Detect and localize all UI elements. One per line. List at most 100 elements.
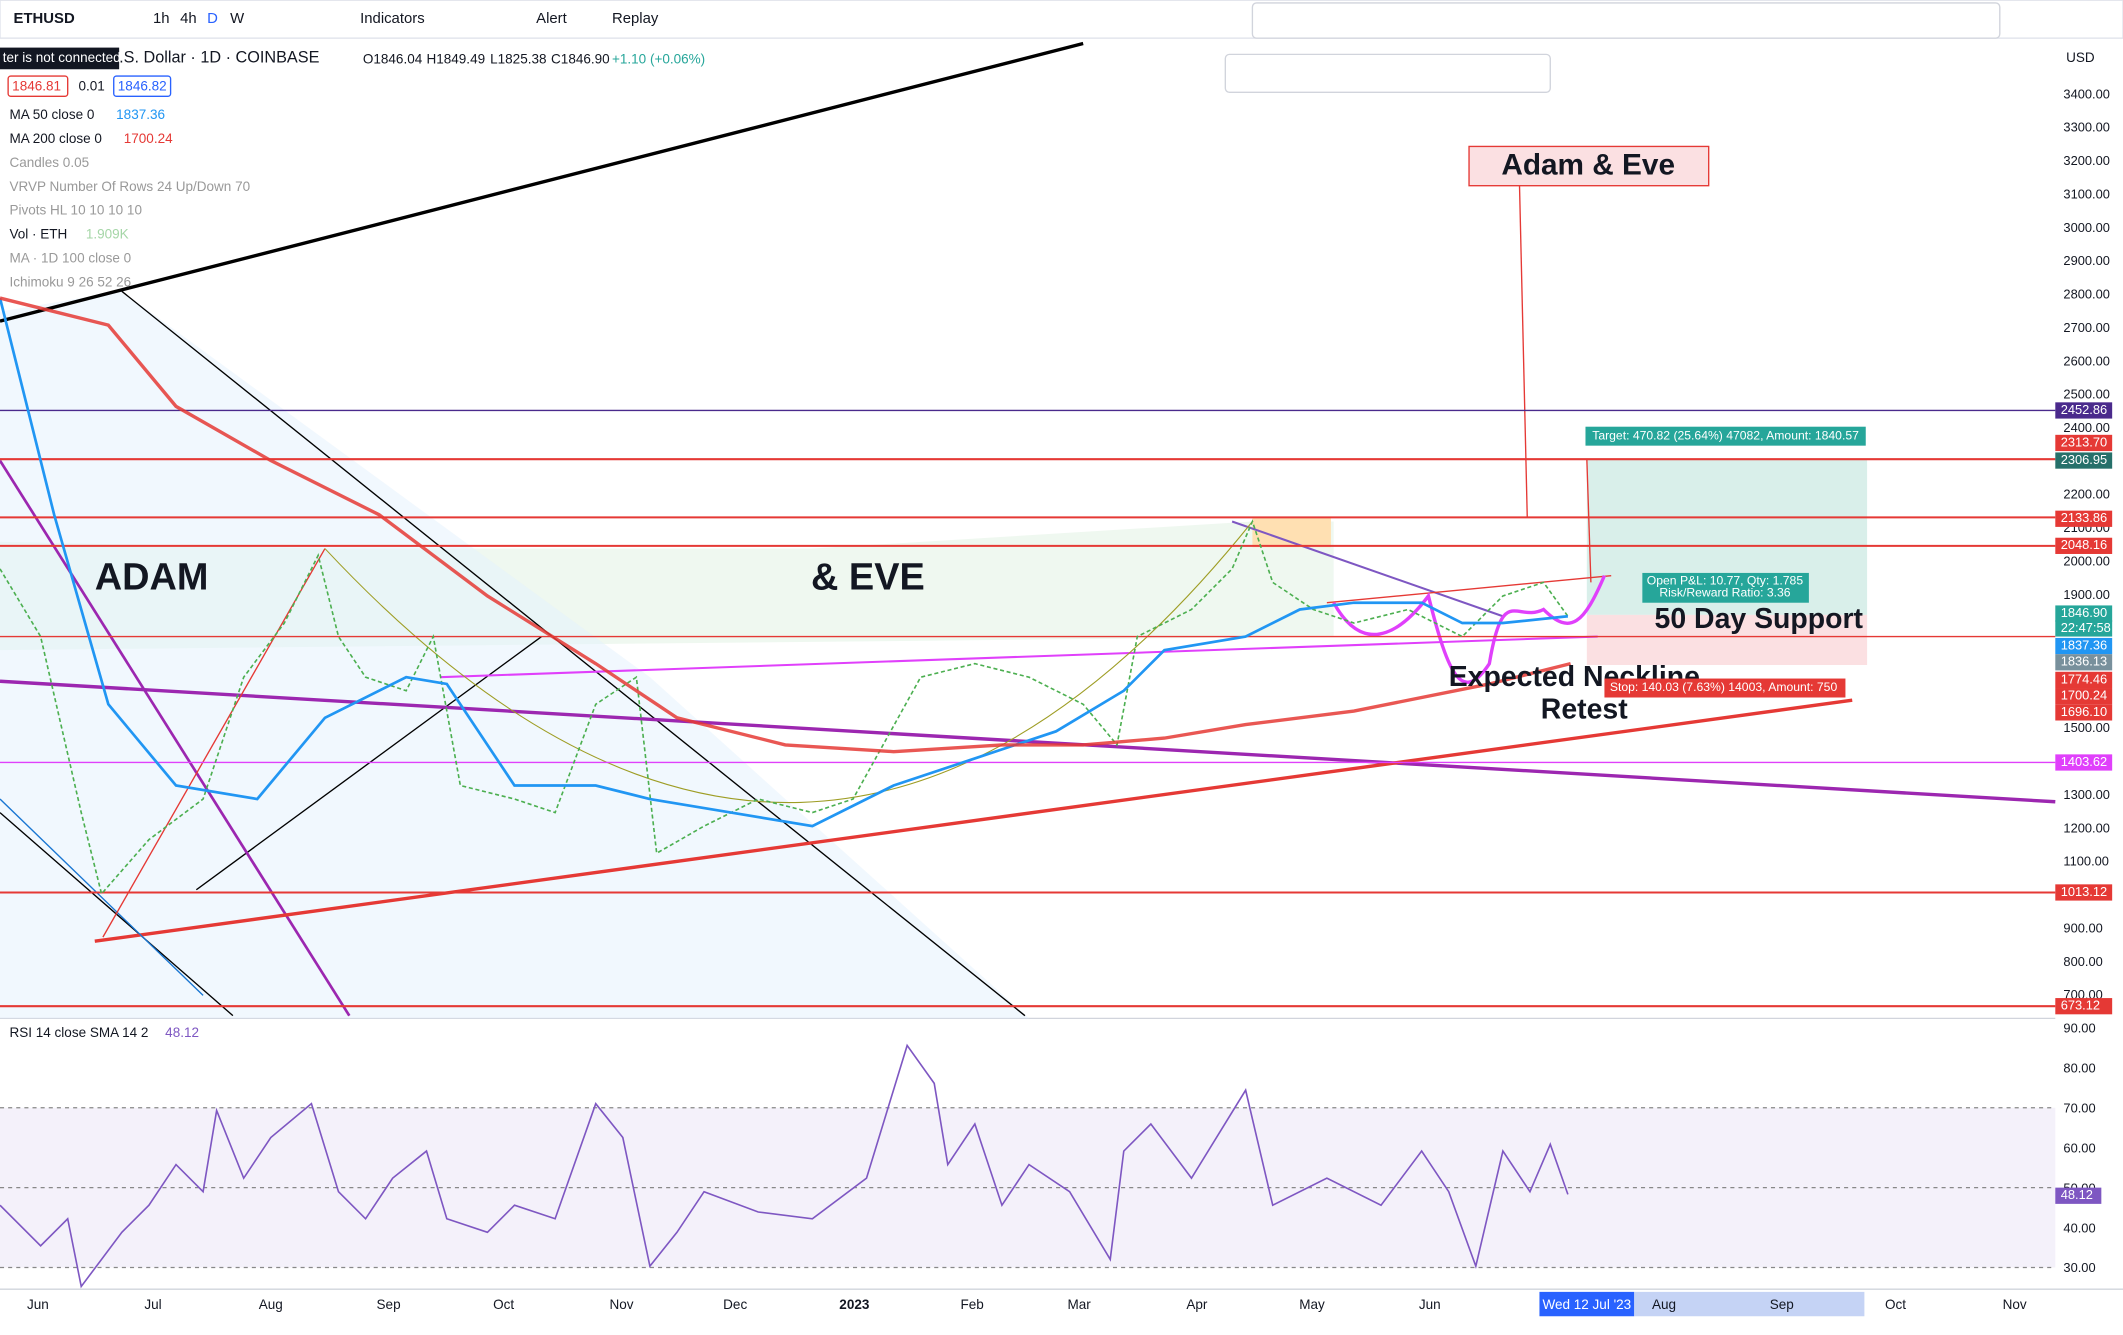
price-label: 1700.24 — [2061, 688, 2107, 703]
price-label: 2133.86 — [2061, 510, 2107, 525]
time-tick: 2023 — [839, 1297, 870, 1312]
ask-price: 1846.82 — [118, 78, 167, 93]
price-label: 2048.16 — [2061, 537, 2107, 552]
time-tick: Jun — [27, 1297, 49, 1312]
rsi-tick: 40.00 — [2063, 1220, 2095, 1235]
symbol-title: .S. Dollar · 1D · COINBASE — [119, 49, 319, 67]
price-label: 673.12 — [2061, 998, 2100, 1013]
time-tick: Mar — [1067, 1297, 1091, 1312]
stop-label: Stop: 140.03 (7.63%) 14003, Amount: 750 — [1610, 680, 1838, 694]
price-tick: 3300.00 — [2063, 120, 2109, 135]
rsi-tick: 30.00 — [2063, 1260, 2095, 1275]
price-tick: 2400.00 — [2063, 420, 2109, 435]
stop-box — [1604, 678, 1846, 698]
rr-label: Risk/Reward Ratio: 3.36 — [1659, 585, 1790, 599]
price-tick: 3200.00 — [2063, 153, 2109, 168]
price-label: 2452.86 — [2061, 402, 2107, 417]
replay-button[interactable]: Replay — [612, 11, 659, 27]
time-tick: Feb — [960, 1297, 983, 1312]
time-cursor: Wed 12 Jul '23 — [1542, 1297, 1631, 1312]
ohlc-value: O1846.04 — [363, 51, 423, 66]
price-label: 1774.46 — [2061, 671, 2107, 686]
indicator-name: MA 200 close 0 — [9, 131, 101, 146]
ohlc-value: H1849.49 — [426, 51, 485, 66]
price-label: 1836.13 — [2061, 654, 2107, 669]
object-toolbar[interactable] — [1224, 53, 1551, 93]
pnl-box — [1642, 572, 1809, 603]
price-tick: 3100.00 — [2063, 186, 2109, 201]
time-tick: Nov — [2003, 1297, 2027, 1312]
target-box — [1585, 426, 1866, 446]
indicator-name: Pivots HL 10 10 10 10 — [9, 203, 142, 218]
interval-button[interactable]: D — [207, 11, 218, 27]
indicator-name: Candles 0.05 — [9, 155, 89, 170]
price-tick: 1900.00 — [2063, 587, 2109, 602]
connection-badge — [0, 47, 120, 70]
price-label-bg — [2055, 688, 2113, 705]
indicator-name: Vol · ETH — [9, 227, 67, 242]
price-label-bg — [2055, 510, 2113, 527]
interval-button[interactable]: 1h — [153, 11, 170, 27]
symbol[interactable]: ETHUSD — [14, 11, 75, 27]
price-label: 2306.95 — [2061, 452, 2107, 467]
time-tick: Nov — [609, 1297, 633, 1312]
price-label-bg — [2055, 704, 2113, 721]
price-label: 1013.12 — [2061, 884, 2107, 899]
annotation: 50 Day Support — [1655, 603, 1864, 635]
price-tick: 2600.00 — [2063, 353, 2109, 368]
price-tick: 1500.00 — [2063, 720, 2109, 735]
price-tick: 800.00 — [2063, 954, 2102, 969]
annotation: ADAM — [95, 557, 209, 599]
target-label: Target: 470.82 (25.64%) 47082, Amount: 1… — [1592, 428, 1859, 442]
alert-button[interactable]: Alert — [536, 11, 567, 27]
indicator-name: Ichimoku 9 26 52 26 — [9, 275, 131, 290]
price-label: 1403.62 — [2061, 754, 2107, 769]
time-tick: Oct — [1885, 1297, 1906, 1312]
price-tick: 1100.00 — [2063, 854, 2109, 869]
indicators-button[interactable]: Indicators — [360, 11, 425, 27]
drawing-toolbar[interactable] — [1251, 2, 2001, 39]
price-tick: 2200.00 — [2063, 487, 2109, 502]
time-tick: Sep — [1770, 1297, 1794, 1312]
ohlc-value: C1846.90 — [551, 51, 610, 66]
interval-button[interactable]: W — [230, 11, 244, 27]
pnl-label: Open P&L: 10.77, Qty: 1.785 — [1647, 573, 1804, 587]
rsi-tick: 90.00 — [2063, 1021, 2095, 1036]
price-tick: 2900.00 — [2063, 253, 2109, 268]
time-tick: Jun — [1419, 1297, 1441, 1312]
indicator-name: MA · 1D 100 close 0 — [9, 251, 131, 266]
rsi-tick: 80.00 — [2063, 1061, 2095, 1076]
rsi-tick: 70.00 — [2063, 1100, 2095, 1115]
annotation: & EVE — [811, 557, 925, 599]
indicator-value: 1.909K — [86, 227, 129, 242]
currency[interactable]: USD — [2066, 50, 2095, 65]
title-box — [1468, 145, 1710, 187]
price-label: 1837.36 — [2061, 637, 2107, 652]
time-tick: Apr — [1186, 1297, 1208, 1312]
ask-box — [113, 75, 172, 98]
price-label-bg — [2055, 998, 2113, 1015]
price-label-bg — [2055, 671, 2113, 689]
price-tick: 900.00 — [2063, 920, 2102, 935]
time-tick: Jul — [144, 1297, 161, 1312]
price-label: 1846.90 — [2061, 605, 2107, 620]
price-label-bg — [2055, 434, 2113, 452]
drawings — [0, 41, 2056, 1317]
price-tick: 2800.00 — [2063, 287, 2109, 302]
price-label-bg — [2055, 452, 2113, 469]
ohlc-value: +1.10 (+0.06%) — [612, 51, 705, 66]
annotation: Retest — [1541, 694, 1628, 726]
price-label: 22:47:58 — [2061, 620, 2111, 635]
connection-status: ter is not connected — [3, 50, 121, 65]
price-label-bg — [2055, 637, 2113, 655]
price-label: 2313.70 — [2061, 434, 2107, 449]
price-tick: 2000.00 — [2063, 553, 2109, 568]
price-tick: 2500.00 — [2063, 387, 2109, 402]
indicator-value: 1837.36 — [116, 107, 165, 122]
price-label-bg — [2055, 654, 2113, 671]
spread: 0.01 — [79, 78, 105, 93]
time-tick: Dec — [723, 1297, 747, 1312]
interval-button[interactable]: 4h — [180, 11, 197, 27]
